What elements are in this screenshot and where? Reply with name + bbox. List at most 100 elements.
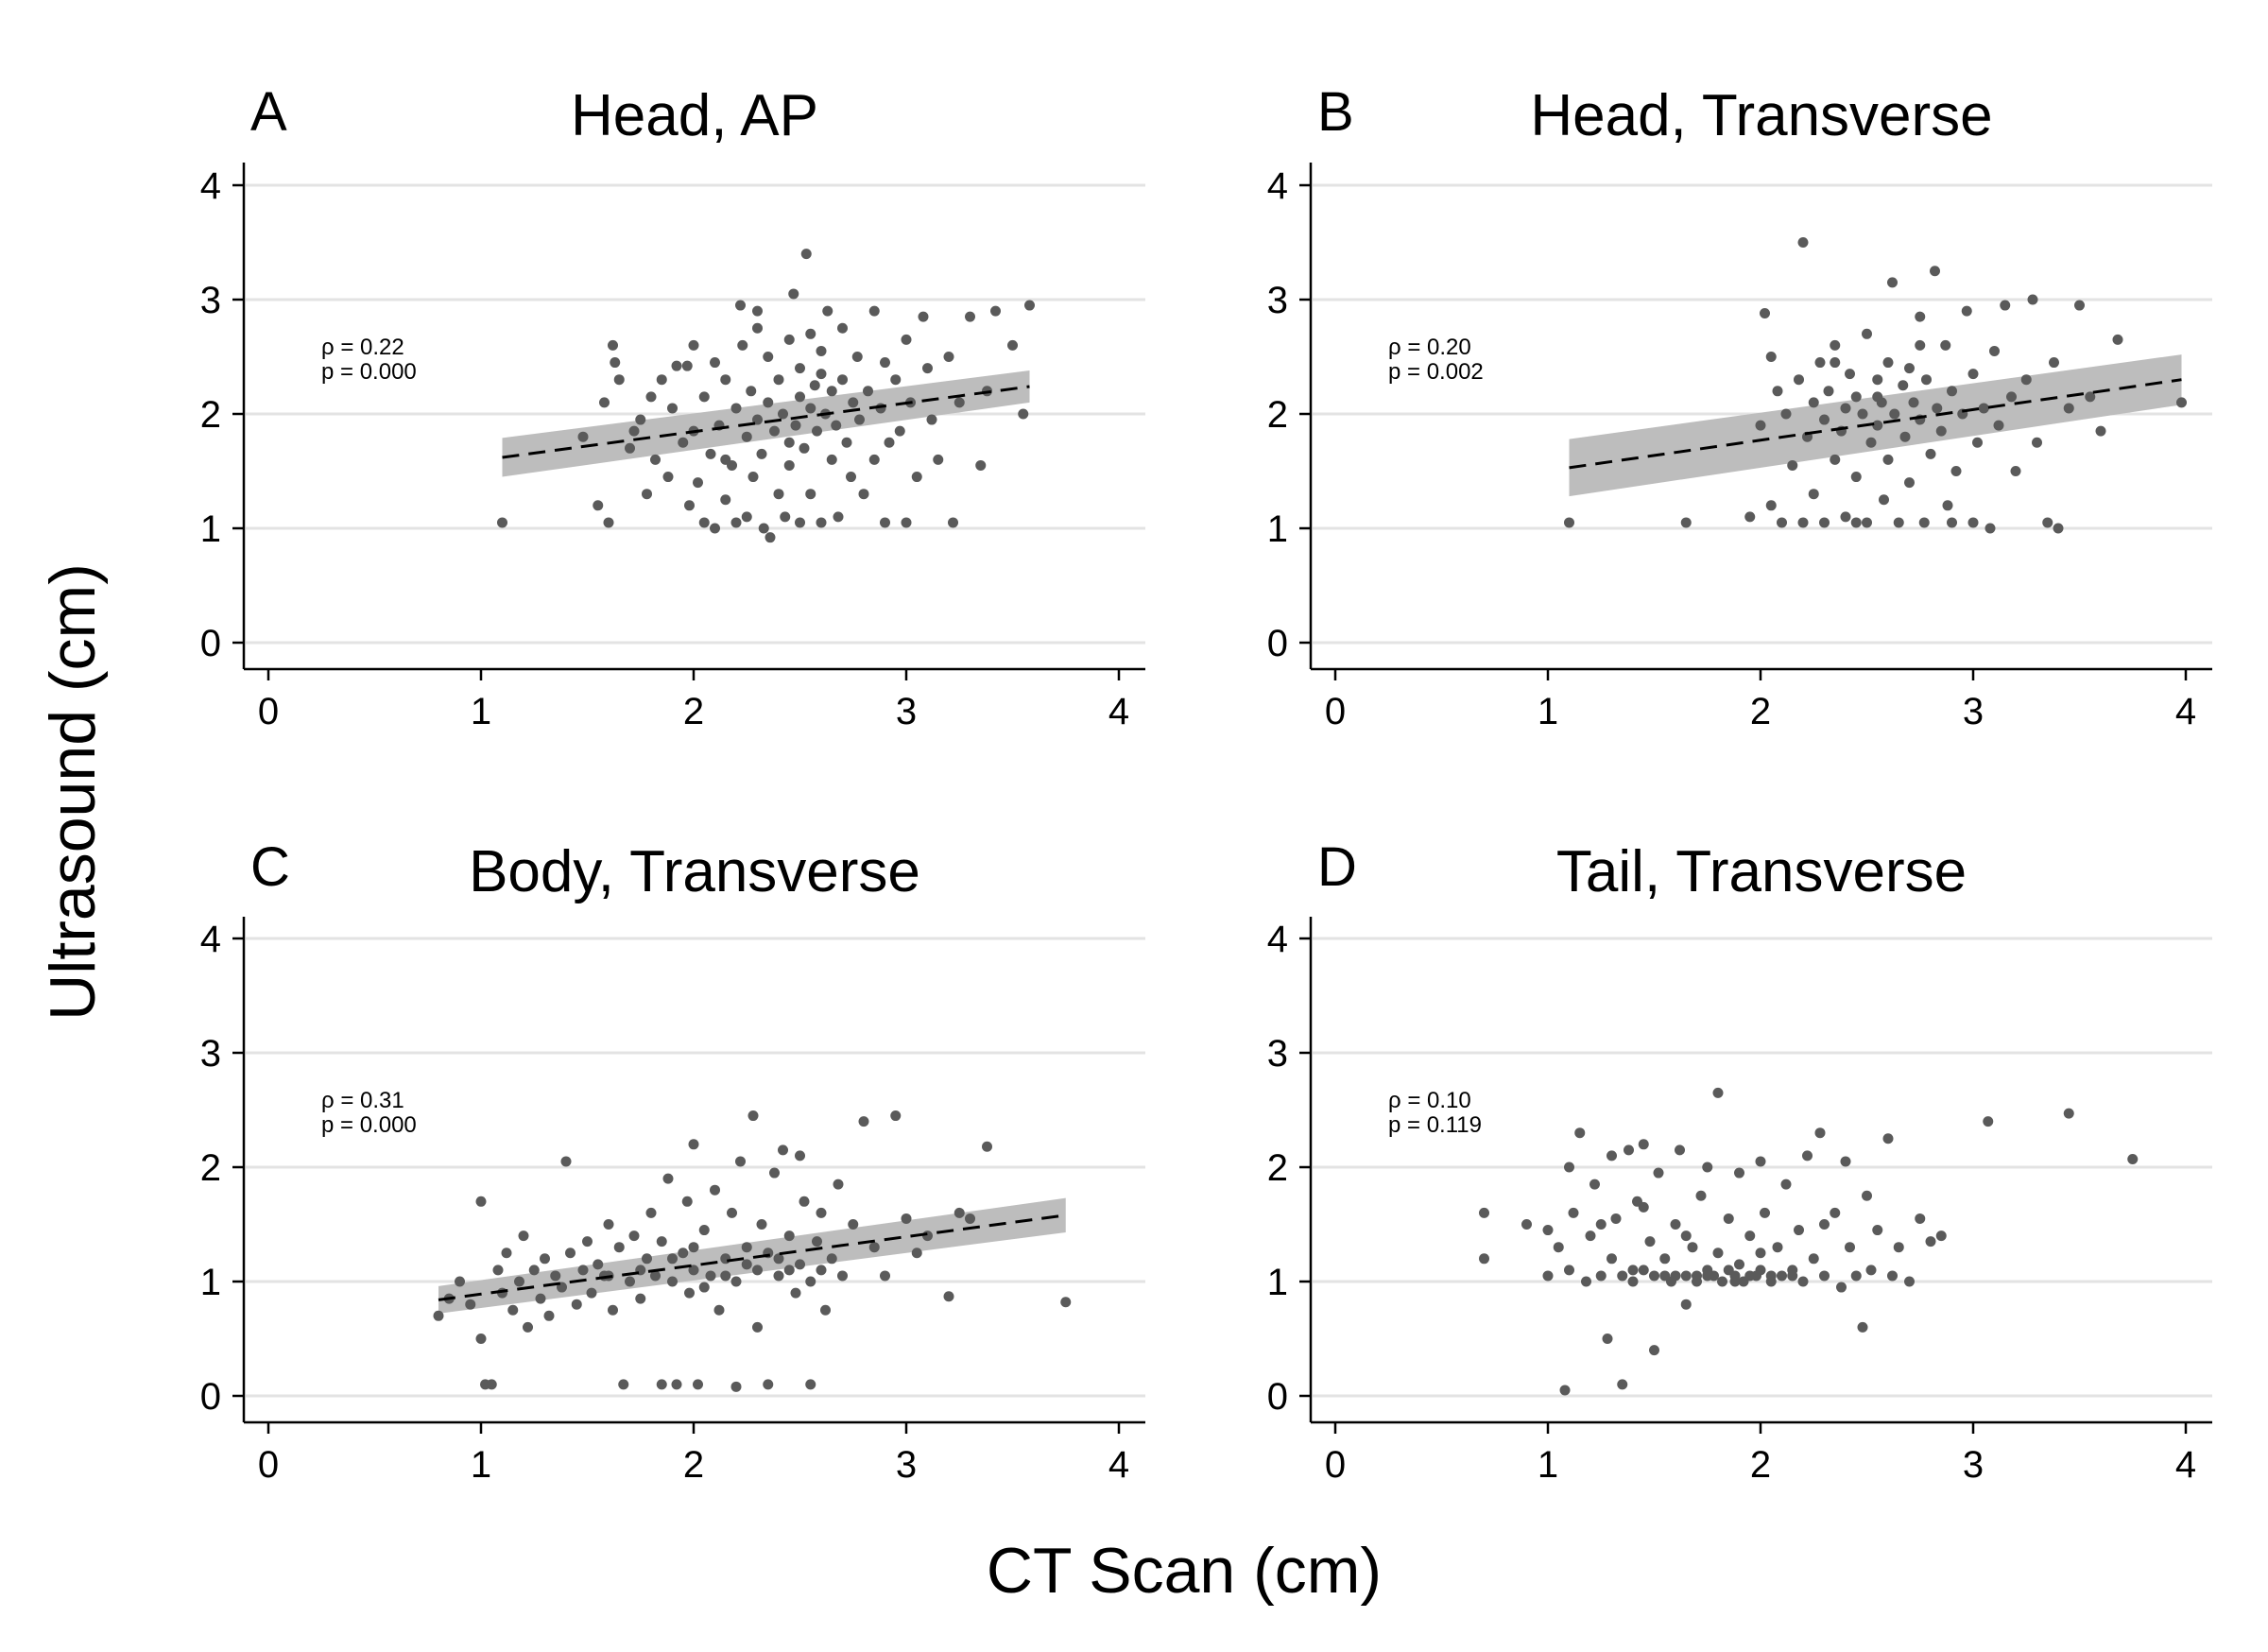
data-point — [780, 511, 791, 523]
data-point — [613, 1242, 625, 1253]
data-point — [799, 442, 810, 454]
data-point — [1777, 1270, 1787, 1282]
data-point — [1947, 386, 1957, 397]
data-point — [681, 360, 693, 371]
data-point — [833, 511, 844, 523]
data-point — [1521, 1219, 1532, 1230]
x-tick-label: 3 — [896, 1444, 917, 1486]
data-point — [1734, 1167, 1744, 1179]
data-point — [805, 328, 816, 339]
y-tick-label: 4 — [200, 165, 221, 207]
data-point — [618, 1379, 629, 1390]
data-point — [582, 1236, 593, 1248]
data-point — [2042, 517, 2053, 528]
data-point — [1687, 1242, 1698, 1253]
data-point — [1765, 1270, 1777, 1282]
data-point — [1857, 408, 1868, 420]
data-point — [577, 1265, 589, 1276]
data-point — [982, 1141, 992, 1152]
data-point — [795, 1259, 805, 1270]
data-point — [1915, 1213, 1926, 1224]
data-point — [1744, 1270, 1756, 1282]
data-point — [778, 1144, 788, 1156]
data-point — [1787, 1270, 1798, 1282]
data-point — [1797, 237, 1809, 248]
data-point — [1879, 494, 1889, 506]
data-point — [1940, 339, 1951, 351]
data-point — [1932, 403, 1943, 414]
data-point — [1765, 500, 1777, 511]
data-point — [693, 1379, 703, 1390]
data-point — [1904, 1276, 1915, 1287]
data-point — [1882, 454, 1894, 465]
data-point — [894, 425, 905, 437]
data-point — [1595, 1270, 1606, 1282]
panel-title: Body, Transverse — [469, 839, 920, 904]
data-point — [1717, 1276, 1727, 1287]
stat-annotation: p = 0.119 — [1388, 1112, 1482, 1138]
data-point — [848, 1219, 859, 1230]
data-point — [1830, 1207, 1841, 1218]
data-point — [795, 517, 805, 528]
data-point — [1755, 1265, 1766, 1276]
data-point — [763, 1379, 774, 1390]
data-point — [747, 1110, 759, 1122]
stat-annotation: ρ = 0.20 — [1388, 335, 1471, 360]
data-point — [593, 500, 604, 511]
data-point — [603, 517, 614, 528]
data-point — [565, 1248, 576, 1259]
data-point — [816, 517, 827, 528]
data-point — [1787, 459, 1798, 471]
fit-line — [502, 385, 1030, 459]
data-point — [2020, 374, 2032, 386]
data-point — [1887, 1270, 1898, 1282]
data-point — [816, 1207, 827, 1218]
data-point — [1542, 1225, 1554, 1236]
y-tick-label: 1 — [200, 1262, 221, 1303]
y-tick-label: 0 — [1267, 623, 1288, 664]
data-point — [1918, 517, 1930, 528]
data-point — [645, 391, 657, 403]
data-point — [773, 374, 784, 386]
data-point — [688, 1139, 699, 1150]
data-point — [1882, 1133, 1894, 1144]
data-point — [795, 391, 805, 403]
data-point — [800, 249, 812, 260]
data-point — [645, 1207, 657, 1218]
data-point — [486, 1379, 497, 1390]
data-point — [535, 1293, 546, 1304]
data-point — [1574, 1127, 1586, 1139]
panel-letter: A — [250, 81, 287, 143]
data-point — [948, 517, 958, 528]
data-point — [698, 1225, 710, 1236]
panel-letter: C — [250, 836, 290, 898]
data-point — [1862, 328, 1872, 339]
data-point — [1862, 1190, 1872, 1201]
y-tick-label: 3 — [1267, 1033, 1288, 1075]
data-point — [1845, 1242, 1855, 1253]
data-point — [765, 532, 776, 543]
data-point — [858, 1116, 869, 1127]
data-point — [837, 322, 848, 334]
data-point — [1967, 517, 1979, 528]
data-point — [1772, 1242, 1783, 1253]
data-point — [1823, 386, 1834, 397]
data-point — [1702, 1162, 1713, 1173]
data-point — [741, 1242, 752, 1253]
data-point — [1865, 437, 1877, 448]
x-tick-label: 0 — [258, 691, 279, 732]
data-point — [851, 352, 863, 362]
data-point — [1887, 277, 1898, 288]
data-point — [1760, 1207, 1770, 1218]
x-tick-label: 4 — [2175, 1444, 2196, 1486]
data-point — [698, 391, 710, 403]
x-tick-label: 0 — [258, 1444, 279, 1486]
data-point — [671, 360, 682, 371]
data-point — [720, 494, 731, 506]
data-point — [2010, 466, 2021, 476]
y-tick-label: 4 — [200, 919, 221, 960]
data-point — [688, 1242, 699, 1253]
data-point — [1947, 517, 1957, 528]
